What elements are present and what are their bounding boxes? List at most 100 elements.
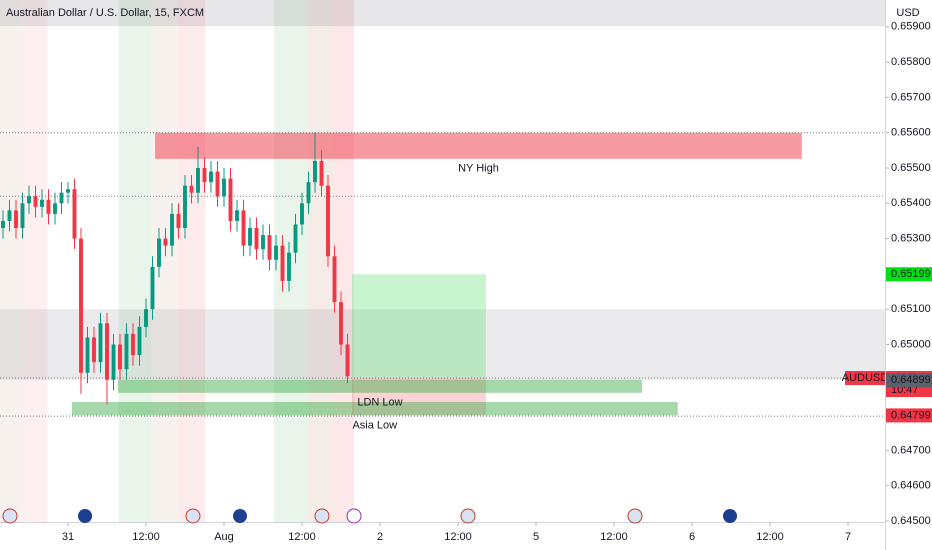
candle-body [124,333,129,370]
candle-body [254,228,259,250]
event-icons [2,508,737,524]
candle-body [189,185,194,193]
candle-body [293,224,298,253]
candle-body [241,210,246,246]
y-tick-label: 0.65500 [891,162,931,174]
y-tick-label: 0.65300 [891,232,931,244]
candle-body [98,323,103,363]
candle-body [306,182,311,204]
event-icon[interactable] [627,508,643,524]
candle-body [222,178,226,197]
candle-body [228,178,233,221]
x-tick-label: 12:00 [756,531,784,543]
candle-body [157,238,161,267]
candle-body [85,337,90,373]
zone [0,0,885,27]
event-icon[interactable] [233,509,247,523]
session-band [307,0,334,522]
candle-body [280,245,285,281]
candle-body [163,238,168,246]
symbol-tag [845,371,885,385]
event-icon[interactable] [2,508,18,524]
zone [352,378,486,416]
candle-body [183,185,187,228]
candle-body [40,199,44,207]
x-tick-label: Aug [214,531,234,543]
session-band [118,0,152,522]
symbol-tag-label: AUDUSD [842,372,889,384]
zone-label: LDN Low [357,397,402,409]
candle-body [150,266,155,310]
candle-body [66,189,70,193]
candle-body [144,309,148,327]
candle-body [92,337,96,363]
background-layer [0,0,885,522]
x-tick-label: 6 [689,531,695,543]
zone [352,274,486,378]
y-tick-label: 0.64500 [891,515,931,527]
candle-body [27,196,31,204]
x-tick-label: 31 [62,531,74,543]
session-band [21,0,48,522]
chart-title: Australian Dollar / U.S. Dollar, 15, FXC… [6,7,204,19]
candle-body [14,210,18,228]
candle-body [261,235,265,250]
candle-body [53,203,57,214]
candle-body [79,238,83,373]
candle-body [326,185,330,257]
candle-body [118,344,122,370]
session-band [333,0,354,522]
candle-body [274,245,278,260]
price-tag [886,408,932,423]
x-tick-label: 7 [845,531,851,543]
y-tick-label: 0.65700 [891,91,931,103]
x-tick-label: 12:00 [600,531,628,543]
event-icon[interactable] [346,508,362,524]
y-tick-label: 0.65000 [891,338,931,350]
candle-body [235,210,239,221]
y-tick-label: 0.65900 [891,21,931,33]
zone-label: NY High [458,163,499,175]
candle-body [170,213,174,246]
x-tick-label: 2 [377,531,383,543]
price-tag-label: 0.64899 [891,374,931,386]
candle-body [176,213,181,228]
zone [155,132,802,159]
y-tick-label: 0.65600 [891,127,931,139]
candle-body [196,168,200,193]
price-tag-label: 0.65199 [891,268,931,280]
candle-body [46,199,51,214]
y-tick-label: 0.65800 [891,56,931,68]
candle-body [332,256,337,303]
candle-body [287,252,291,281]
candle-body [33,196,38,207]
candle-body [59,192,64,204]
event-icon[interactable] [314,508,330,524]
candle-body [20,203,25,228]
candle-body [202,168,207,183]
event-icon[interactable] [723,509,737,523]
y-tick-label: 0.64600 [891,480,931,492]
x-tick-label: 5 [533,531,539,543]
price-tag [886,373,932,388]
session-band [0,0,22,522]
candle-body [131,333,135,356]
price-tag [886,267,932,282]
candle-body [1,220,5,228]
x-tick-label: 12:00 [132,531,160,543]
candle-body [345,344,350,377]
event-icon[interactable] [460,508,476,524]
currency[interactable]: USD [896,7,919,19]
y-tick-label: 0.65400 [891,197,931,209]
candle-body [111,344,116,380]
candle-body [339,302,343,345]
x-tick-label: 12:00 [288,531,316,543]
candle-body [137,326,142,356]
event-icon[interactable] [78,509,92,523]
foreground-layer: 0.65900 0.65800 0.65700 0.65600 0.65500 0.654… [62,21,932,543]
event-icon[interactable] [185,508,201,524]
candle-body [319,160,324,186]
